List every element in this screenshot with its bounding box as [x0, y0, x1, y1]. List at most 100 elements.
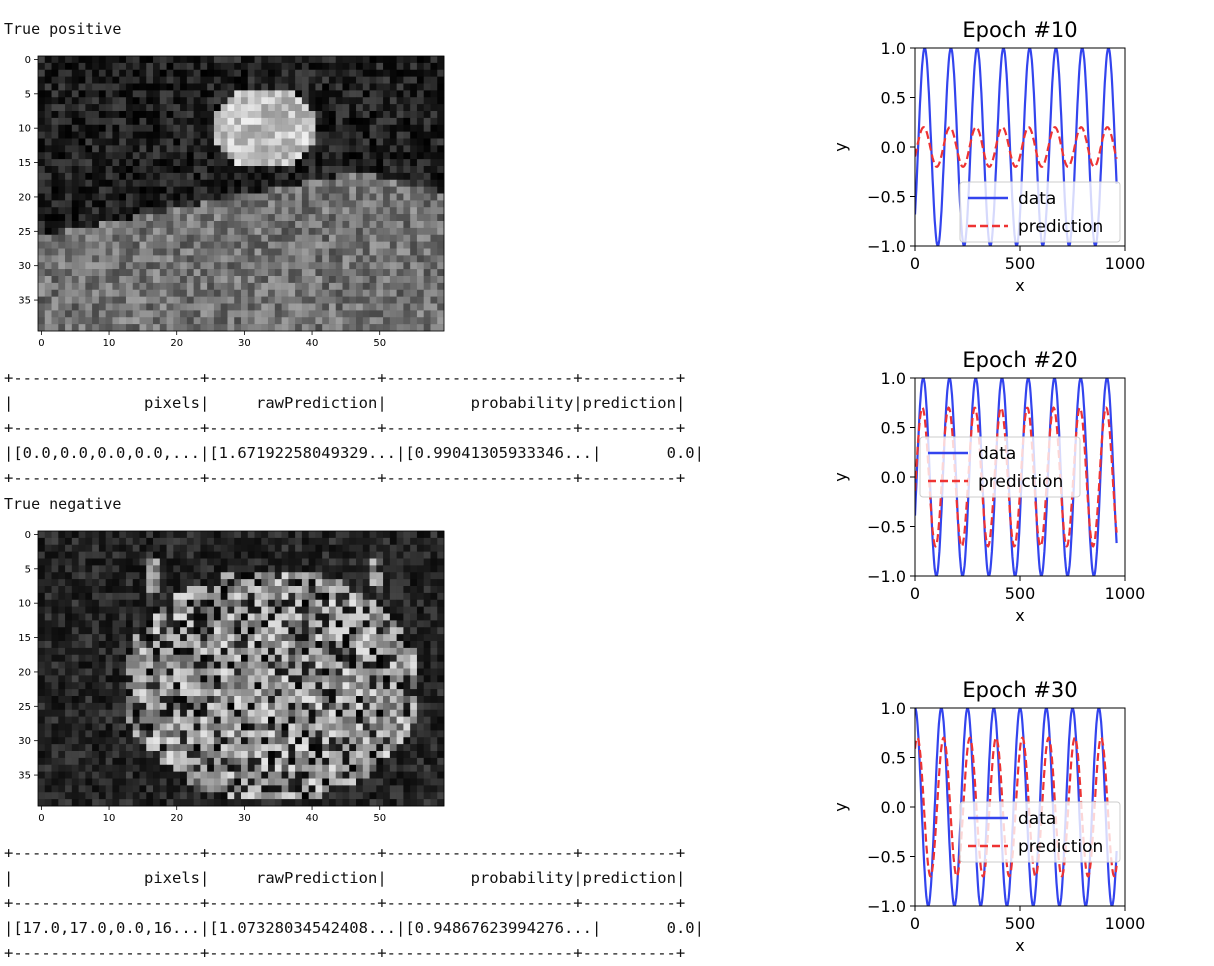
- y-tick-label: 5: [25, 564, 31, 575]
- y-tick-label: 35: [18, 296, 31, 307]
- y-tick-label: 0.5: [881, 419, 906, 438]
- table-cell-rawprediction: [1.07328034542408...: [209, 919, 396, 937]
- x-tick-label: 1000: [1105, 914, 1146, 933]
- series-line-data: [915, 48, 1118, 246]
- y-tick-label: −1.0: [867, 567, 906, 586]
- series-line-data: [915, 378, 1118, 576]
- series-line-prediction: [915, 406, 1118, 548]
- x-axis-label: x: [1015, 936, 1024, 955]
- legend-label-prediction: prediction: [978, 472, 1063, 492]
- y-tick-label: 30: [18, 736, 31, 747]
- table-border: +--------------------+------------------…: [4, 844, 686, 862]
- legend-label-prediction: prediction: [1018, 217, 1103, 237]
- table-border: +--------------------+------------------…: [4, 469, 686, 487]
- x-tick-label: 30: [238, 338, 251, 347]
- x-tick-label: 500: [1005, 254, 1036, 273]
- series-line-prediction: [915, 126, 1118, 168]
- y-axis-label: y: [831, 802, 850, 811]
- x-tick-label: 20: [170, 338, 183, 347]
- y-tick-label: 20: [18, 192, 31, 203]
- y-tick-label: 0.0: [881, 798, 906, 817]
- y-tick-label: −1.0: [867, 237, 906, 256]
- x-tick-label: 20: [170, 813, 183, 822]
- x-tick-label: 500: [1005, 584, 1036, 603]
- y-tick-label: 0.0: [881, 138, 906, 157]
- table-cell-pixels: [0.0,0.0,0.0,0.0,...: [13, 444, 200, 462]
- image-panel-true-positive: 0 5 10 15 20 25 30 35 0 10 20 30 40 50: [18, 55, 445, 347]
- y-tick-label: −0.5: [867, 848, 906, 867]
- y-tick-label: 10: [18, 124, 31, 135]
- table-cell-pixels: [17.0,17.0,0.0,16...: [13, 919, 200, 937]
- chart-title: Epoch #30: [962, 678, 1077, 702]
- x-tick-label: 10: [103, 338, 116, 347]
- y-tick-label: 5: [25, 89, 31, 100]
- table-cell-prediction: 0.0: [601, 444, 695, 462]
- chart-title: Epoch #10: [962, 18, 1077, 42]
- x-tick-label: 0: [910, 914, 920, 933]
- x-axis-label: x: [1015, 606, 1024, 625]
- legend-label-prediction: prediction: [1018, 837, 1103, 857]
- x-tick-label: 500: [1005, 914, 1036, 933]
- table-header-rawprediction: rawPrediction: [209, 394, 378, 412]
- x-tick-label: 0: [910, 584, 920, 603]
- legend-label-data: data: [1018, 189, 1056, 209]
- y-tick-label: 10: [18, 599, 31, 610]
- y-tick-label: 0: [25, 55, 31, 66]
- pixel-grid-person: [38, 56, 445, 332]
- table-header-probability: probability: [386, 394, 574, 412]
- x-tick-label: 40: [306, 338, 319, 347]
- y-tick-label: 20: [18, 667, 31, 678]
- table-header-rawprediction: rawPrediction: [209, 869, 378, 887]
- table-cell-rawprediction: [1.67192258049329...: [209, 444, 396, 462]
- y-tick-label: 35: [18, 771, 31, 782]
- series-line-data: [915, 708, 1118, 906]
- table-header-probability: probability: [386, 869, 574, 887]
- legend-label-data: data: [978, 444, 1016, 464]
- x-tick-label: 1000: [1105, 254, 1146, 273]
- pixel-grid-tiger: [38, 531, 445, 807]
- y-tick-label: 0.0: [881, 468, 906, 487]
- x-tick-label: 1000: [1105, 584, 1146, 603]
- chart-epoch-20: Epoch #20 1.0 0.5 0.0 −0.5 −1.00 500 1000 x y data…: [831, 348, 1146, 625]
- x-tick-label: 40: [306, 813, 319, 822]
- chart-epoch-10: Epoch #10 1.0 0.5 0.0 −0.5 −1.00 500 1000 x y data…: [831, 18, 1146, 295]
- section-heading-true-negative: True negative: [4, 495, 122, 513]
- y-tick-label: −0.5: [867, 518, 906, 537]
- y-tick-label: 30: [18, 261, 31, 272]
- y-tick-label: 25: [18, 702, 31, 713]
- y-tick-label: 0: [25, 530, 31, 541]
- table-header-prediction: prediction: [582, 869, 676, 887]
- y-tick-label: 15: [18, 633, 31, 644]
- y-tick-label: 1.0: [881, 39, 906, 58]
- y-tick-label: 1.0: [881, 699, 906, 718]
- y-tick-label: 1.0: [881, 369, 906, 388]
- results-table-true-positive: +--------------------+------------------…: [4, 369, 704, 487]
- y-axis-label: y: [831, 142, 850, 151]
- legend-label-data: data: [1018, 809, 1056, 829]
- x-tick-label: 50: [373, 338, 386, 347]
- image-panel-true-negative: 0 5 10 15 20 25 30 35 0 10 20 30 40 50: [18, 530, 445, 822]
- y-axis-label: y: [831, 472, 850, 481]
- table-border: +--------------------+------------------…: [4, 369, 686, 387]
- table-cell-probability: [0.94867623994276...: [405, 919, 592, 937]
- image-axes: 0 5 10 15 20 25 30 35 0 10 20 30 40 50: [18, 530, 445, 822]
- table-header-prediction: prediction: [582, 394, 676, 412]
- x-tick-label: 0: [910, 254, 920, 273]
- y-tick-label: 0.5: [881, 89, 906, 108]
- table-header-pixels: pixels: [13, 394, 200, 412]
- image-axes: 0 5 10 15 20 25 30 35 0 10 20 30 40 50: [18, 55, 445, 347]
- table-border: +--------------------+------------------…: [4, 419, 686, 437]
- x-tick-label: 30: [238, 813, 251, 822]
- x-tick-label: 10: [103, 813, 116, 822]
- table-border: +--------------------+------------------…: [4, 894, 686, 912]
- y-tick-label: −1.0: [867, 897, 906, 916]
- chart-epoch-30: Epoch #30 1.0 0.5 0.0 −0.5 −1.00 500 1000 x y data…: [831, 678, 1146, 955]
- x-axis-label: x: [1015, 276, 1024, 295]
- y-tick-label: 15: [18, 158, 31, 169]
- y-tick-label: 25: [18, 227, 31, 238]
- table-cell-prediction: 0.0: [601, 919, 695, 937]
- x-tick-label: 0: [38, 338, 44, 347]
- y-tick-label: 0.5: [881, 749, 906, 768]
- results-table-true-negative: +--------------------+------------------…: [4, 844, 704, 962]
- table-border: +--------------------+------------------…: [4, 944, 686, 962]
